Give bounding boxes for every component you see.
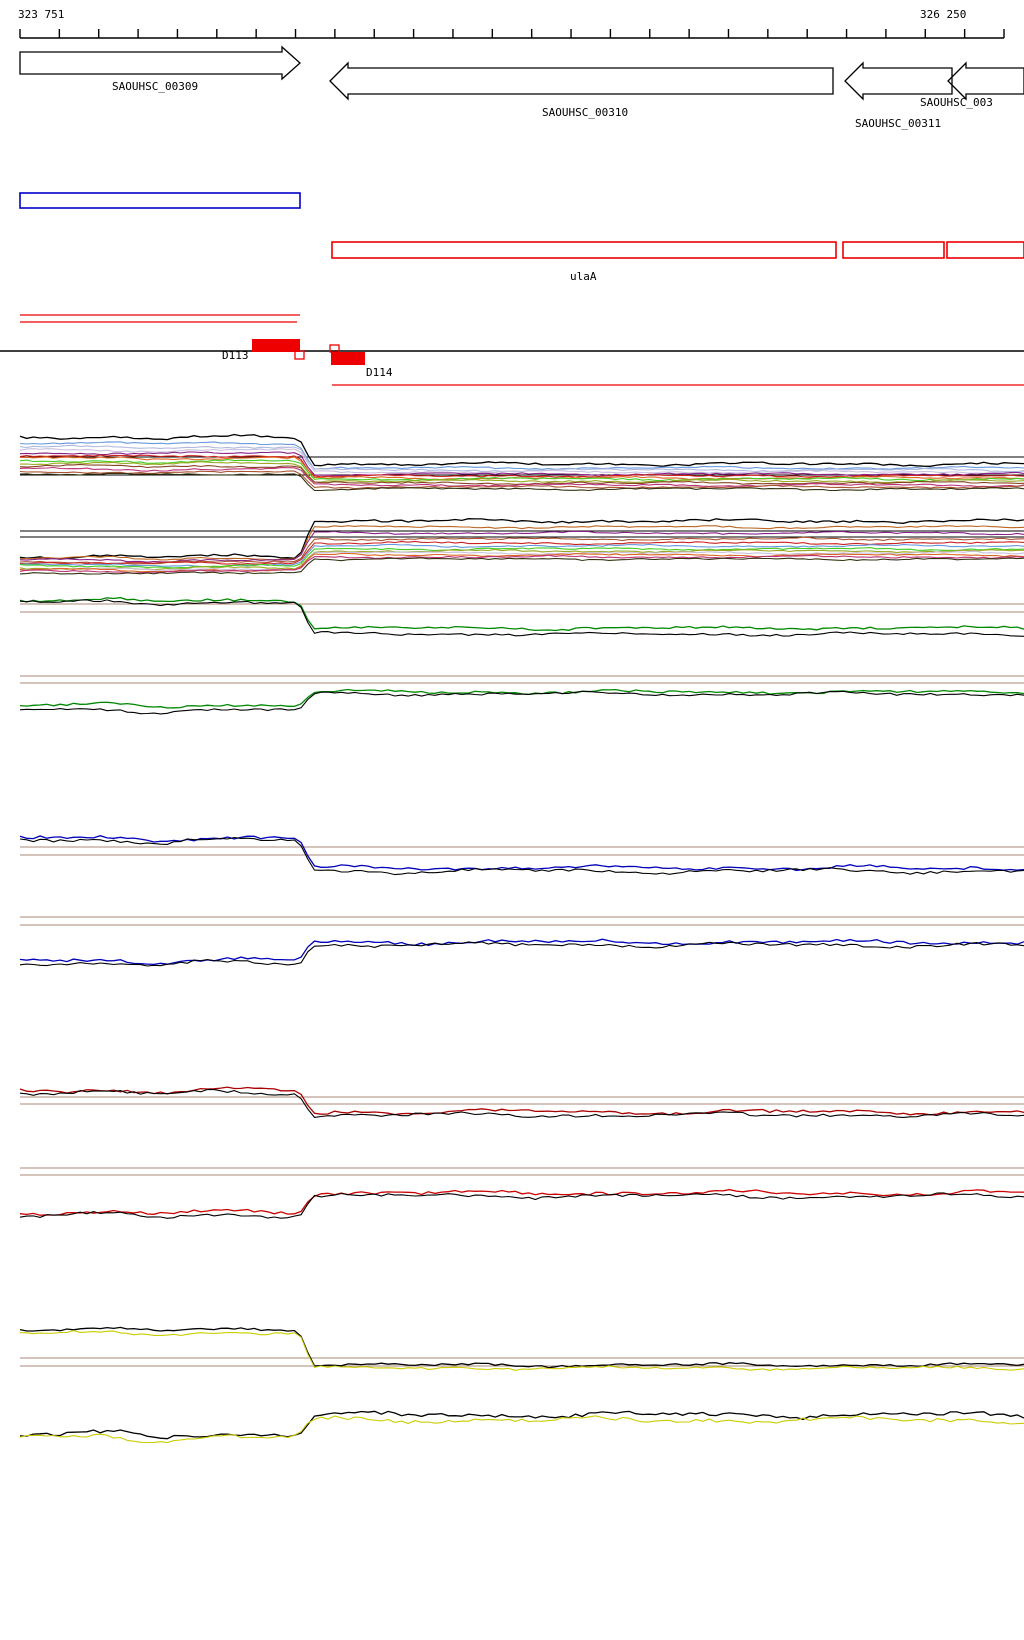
signal-track-yellow-track-2 bbox=[19, 1410, 1024, 1444]
multi-sample-track-1-series bbox=[19, 454, 1024, 478]
green-track-2-series bbox=[19, 690, 1024, 715]
multi-sample-track-1-series bbox=[19, 433, 1024, 467]
multi-sample-track-2-series bbox=[19, 554, 1024, 574]
multi-sample-track-1-series bbox=[19, 441, 1024, 470]
multi-sample-track-2-series bbox=[19, 536, 1024, 565]
multi-sample-track-2-series bbox=[19, 525, 1024, 561]
signal-track-red-track-2 bbox=[19, 1167, 1024, 1219]
signal-track-green-track-1 bbox=[19, 596, 1024, 637]
multi-sample-track-1-series bbox=[19, 444, 1024, 473]
multi-sample-track-1-series bbox=[19, 470, 1024, 490]
multi-sample-track-2-series bbox=[19, 518, 1024, 560]
signal-track-red-track-1 bbox=[19, 1086, 1024, 1118]
gene-arrow-saouhsc_00311[interactable] bbox=[844, 61, 953, 101]
blue-track-2-series bbox=[19, 941, 1024, 967]
blue-track-1-series bbox=[19, 836, 1024, 876]
gene-arrow-saouhsc_00310[interactable] bbox=[329, 61, 834, 101]
signal-track-blue-track-1 bbox=[19, 835, 1024, 876]
multi-sample-track-1-series bbox=[19, 466, 1024, 488]
block-D114-label: D114 bbox=[366, 366, 393, 379]
signal-track-green-track-2 bbox=[19, 675, 1024, 715]
ruler-left-coordinate: 323 751 bbox=[18, 8, 65, 21]
signal-track-blue-track-2 bbox=[19, 916, 1024, 967]
block-D113-label: D113 bbox=[222, 349, 249, 362]
gene-label-saouhsc_00311: SAOUHSC_00311 bbox=[855, 117, 942, 130]
red-feature-box-2[interactable] bbox=[842, 241, 945, 259]
gene-label-saouhsc_00310: SAOUHSC_00310 bbox=[542, 106, 629, 119]
signal-track-yellow-track-1 bbox=[19, 1326, 1024, 1371]
red-track-1-series bbox=[19, 1086, 1024, 1116]
multi-sample-track-2-series bbox=[19, 543, 1024, 568]
yellow-track-1-series bbox=[19, 1330, 1024, 1371]
blue-track-2-series bbox=[19, 938, 1024, 966]
multi-sample-track-1-series bbox=[19, 461, 1024, 484]
multi-sample-track-1-series bbox=[19, 448, 1024, 474]
block-D113-marker bbox=[294, 350, 305, 360]
multi-sample-track-2-series bbox=[19, 557, 1024, 575]
yellow-track-2-series bbox=[19, 1415, 1024, 1444]
green-track-1-series bbox=[19, 599, 1024, 637]
multi-sample-track-2-series bbox=[19, 550, 1024, 572]
red-track-2-series bbox=[19, 1188, 1024, 1216]
multi-sample-track-2-series bbox=[19, 530, 1024, 563]
gene-label-saouhsc_00309: SAOUHSC_00309 bbox=[112, 80, 199, 93]
block-D113[interactable] bbox=[252, 339, 300, 352]
ulaA-feature-box[interactable] bbox=[331, 241, 837, 259]
block-D114-marker bbox=[329, 344, 340, 353]
signal-track-multi-sample-track-1 bbox=[19, 433, 1024, 492]
green-track-2-series bbox=[19, 688, 1024, 709]
multi-sample-track-2-series bbox=[19, 547, 1024, 569]
red-track-1-series bbox=[19, 1088, 1024, 1118]
multi-sample-track-1-series bbox=[19, 459, 1024, 482]
gene-label-saouhsc_003: SAOUHSC_003 bbox=[920, 96, 993, 109]
feature-label-ulaA: ulaA bbox=[570, 270, 597, 283]
gene-arrow-saouhsc_003[interactable] bbox=[947, 61, 1024, 101]
multi-sample-track-2-series bbox=[19, 540, 1024, 565]
blue-feature-box[interactable] bbox=[19, 192, 301, 209]
ruler-right-coordinate: 326 250 bbox=[920, 8, 967, 21]
green-track-1-series bbox=[19, 596, 1024, 632]
block-D114[interactable] bbox=[331, 352, 365, 365]
red-track-2-series bbox=[19, 1192, 1024, 1219]
yellow-track-2-series bbox=[19, 1410, 1024, 1440]
gene-arrow-saouhsc_00309[interactable] bbox=[19, 45, 301, 81]
multi-sample-track-1-series bbox=[19, 472, 1024, 492]
yellow-track-1-series bbox=[19, 1326, 1024, 1369]
blue-track-1-series bbox=[19, 835, 1024, 872]
red-feature-box-3[interactable] bbox=[946, 241, 1024, 259]
multi-sample-track-2-series bbox=[19, 548, 1024, 571]
signal-track-multi-sample-track-2 bbox=[19, 518, 1024, 575]
